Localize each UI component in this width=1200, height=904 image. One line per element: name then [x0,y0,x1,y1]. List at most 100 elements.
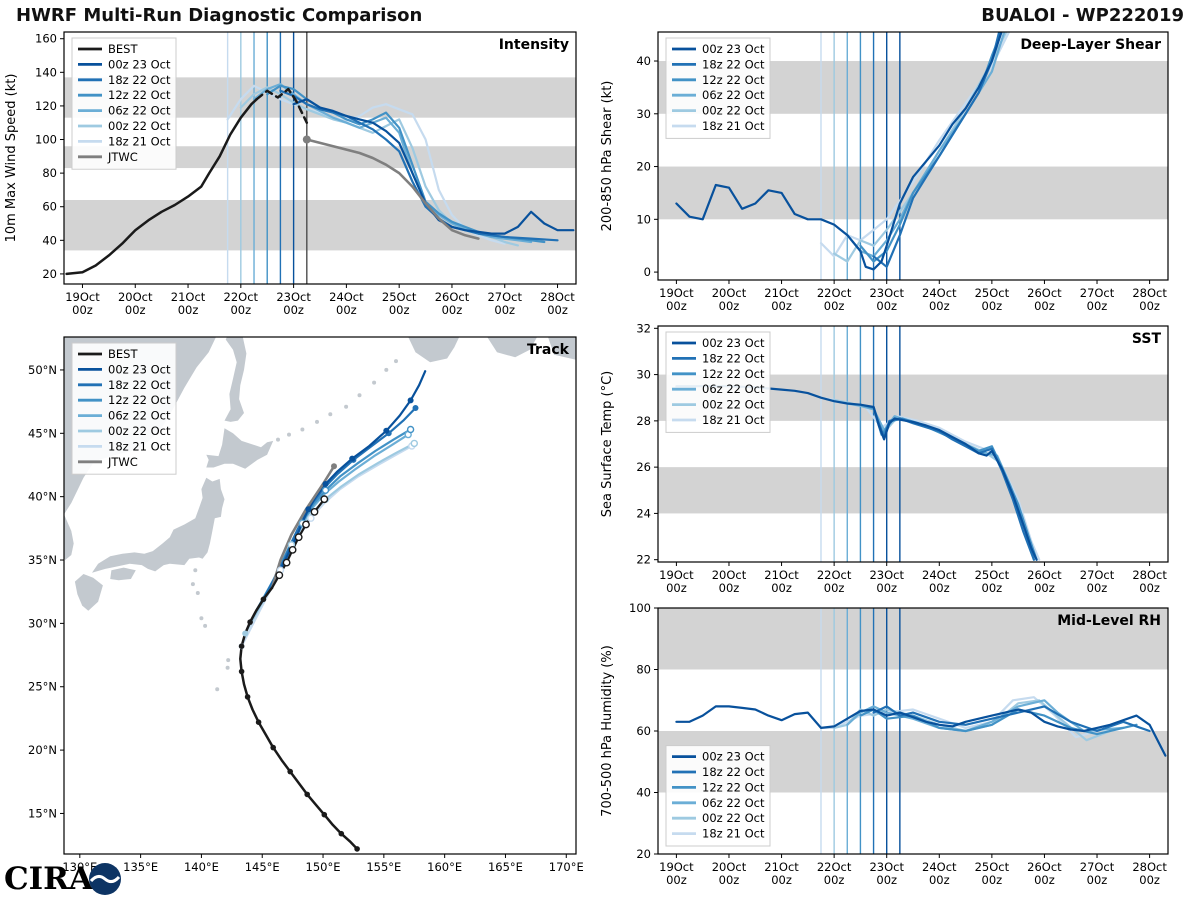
landmass [206,428,273,469]
y-tick-label: 26 [636,460,651,474]
x-tick-label: 23Oct [869,568,904,582]
x-tick-sublabel: 00z [230,303,251,317]
x-tick-label: 145°E [245,860,280,874]
y-tick-label: 60 [42,200,57,214]
x-tick-label: 25Oct [975,860,1010,874]
island [193,568,197,572]
y-axis-label: 10m Max Wind Speed (kt) [4,74,19,243]
x-tick-label: 24Oct [922,860,957,874]
island [384,368,388,372]
x-tick-sublabel: 00z [547,303,568,317]
x-tick-sublabel: 00z [982,873,1003,887]
x-tick-sublabel: 00z [1139,873,1160,887]
shaded-band [658,467,1168,513]
y-tick-label: 45°N [28,426,57,440]
x-tick-label: 19Oct [65,290,100,304]
x-tick-label: 21Oct [171,290,206,304]
x-tick-sublabel: 00z [283,303,304,317]
legend-label: 00z 23 Oct [702,750,765,764]
legend-label: 18z 22 Oct [702,57,765,71]
data-point [239,643,245,649]
y-tick-label: 100 [629,602,651,615]
x-tick-label: 24Oct [922,568,957,582]
x-tick-sublabel: 00z [494,303,515,317]
y-tick-label: 80 [42,166,57,180]
x-tick-label: 27Oct [1080,286,1115,300]
y-axis-label: 200-850 hPa Shear (kt) [600,81,615,232]
legend-label: 12z 22 Oct [702,367,765,381]
data-point [296,534,302,540]
island [358,393,362,397]
x-tick-label: 21Oct [764,568,799,582]
shear-svg: 01020304019Oct00z20Oct00z21Oct00z22Oct00… [596,26,1200,326]
data-point [303,136,311,144]
y-tick-label: 25°N [28,680,57,694]
island [215,687,219,691]
x-tick-label: 20Oct [712,568,747,582]
x-tick-label: 140°E [184,860,219,874]
y-axis-label: 700-500 hPa Humidity (%) [600,645,615,817]
x-tick-sublabel: 00z [771,581,792,595]
data-point [308,515,314,521]
landmass [110,568,136,581]
x-tick-sublabel: 00z [771,873,792,887]
data-point [287,769,293,775]
y-tick-label: 40 [636,786,651,800]
x-tick-sublabel: 00z [72,303,93,317]
legend-label: 18z 22 Oct [702,351,765,365]
island [372,381,376,385]
data-point [322,812,328,818]
x-tick-label: 23Oct [869,286,904,300]
data-point [242,631,248,637]
y-tick-label: 15°N [28,806,57,820]
legend-label: 06z 22 Oct [702,382,765,396]
y-tick-label: 160 [35,32,57,46]
landmass [225,337,247,422]
data-point [289,547,295,553]
x-tick-label: 160°E [427,860,462,874]
series-track-18z-22-Oct [263,408,415,599]
island [199,616,203,620]
y-tick-label: 80 [636,663,651,677]
cira-logo-text: CIRA [4,861,94,897]
x-tick-label: 165°E [488,860,523,874]
x-tick-label: 22Oct [224,290,259,304]
y-tick-label: 30°N [28,616,57,630]
chart-title: Intensity [499,37,569,53]
legend-label: 00z 22 Oct [108,424,171,438]
landmass [408,337,459,362]
landmass [64,514,74,560]
y-axis-label: Sea Surface Temp (°C) [600,371,615,518]
storm-title: BUALOI - WP222019 [981,5,1184,26]
y-tick-label: 140 [35,65,57,79]
x-tick-label: 150°E [306,860,341,874]
island [315,420,319,424]
x-tick-sublabel: 00z [336,303,357,317]
x-tick-sublabel: 00z [824,581,845,595]
x-tick-sublabel: 00z [1034,299,1055,313]
chart-title: SST [1132,331,1162,347]
x-tick-sublabel: 00z [666,299,687,313]
island [191,582,195,586]
x-tick-label: 23Oct [276,290,311,304]
data-point [261,597,267,603]
legend-label: 00z 22 Oct [702,398,765,412]
y-tick-label: 30 [636,368,651,382]
x-tick-label: 23Oct [869,860,904,874]
chart-title: Deep-Layer Shear [1020,37,1161,53]
x-tick-sublabel: 00z [929,873,950,887]
x-tick-label: 22Oct [817,568,852,582]
x-tick-sublabel: 00z [876,873,897,887]
x-tick-sublabel: 00z [178,303,199,317]
legend-label: JTWC [107,150,138,164]
chart-title: Track [527,342,570,358]
x-tick-label: 155°E [366,860,401,874]
y-tick-label: 24 [636,506,651,520]
